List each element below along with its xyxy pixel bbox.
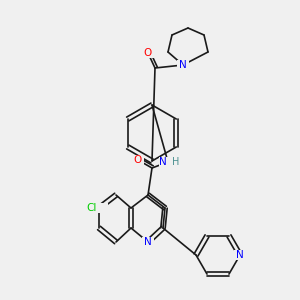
Text: H: H <box>172 157 179 167</box>
Text: O: O <box>134 155 142 165</box>
Text: Cl: Cl <box>87 203 97 213</box>
Bar <box>132 155 144 165</box>
Bar <box>159 157 177 167</box>
Bar <box>142 237 154 247</box>
Text: N: N <box>236 250 244 260</box>
Text: O: O <box>144 48 152 58</box>
Bar <box>142 48 154 58</box>
Bar <box>90 203 108 213</box>
Text: N: N <box>144 237 152 247</box>
Bar <box>177 60 189 70</box>
Text: N: N <box>159 157 167 167</box>
Text: N: N <box>179 60 187 70</box>
Bar <box>234 250 246 260</box>
